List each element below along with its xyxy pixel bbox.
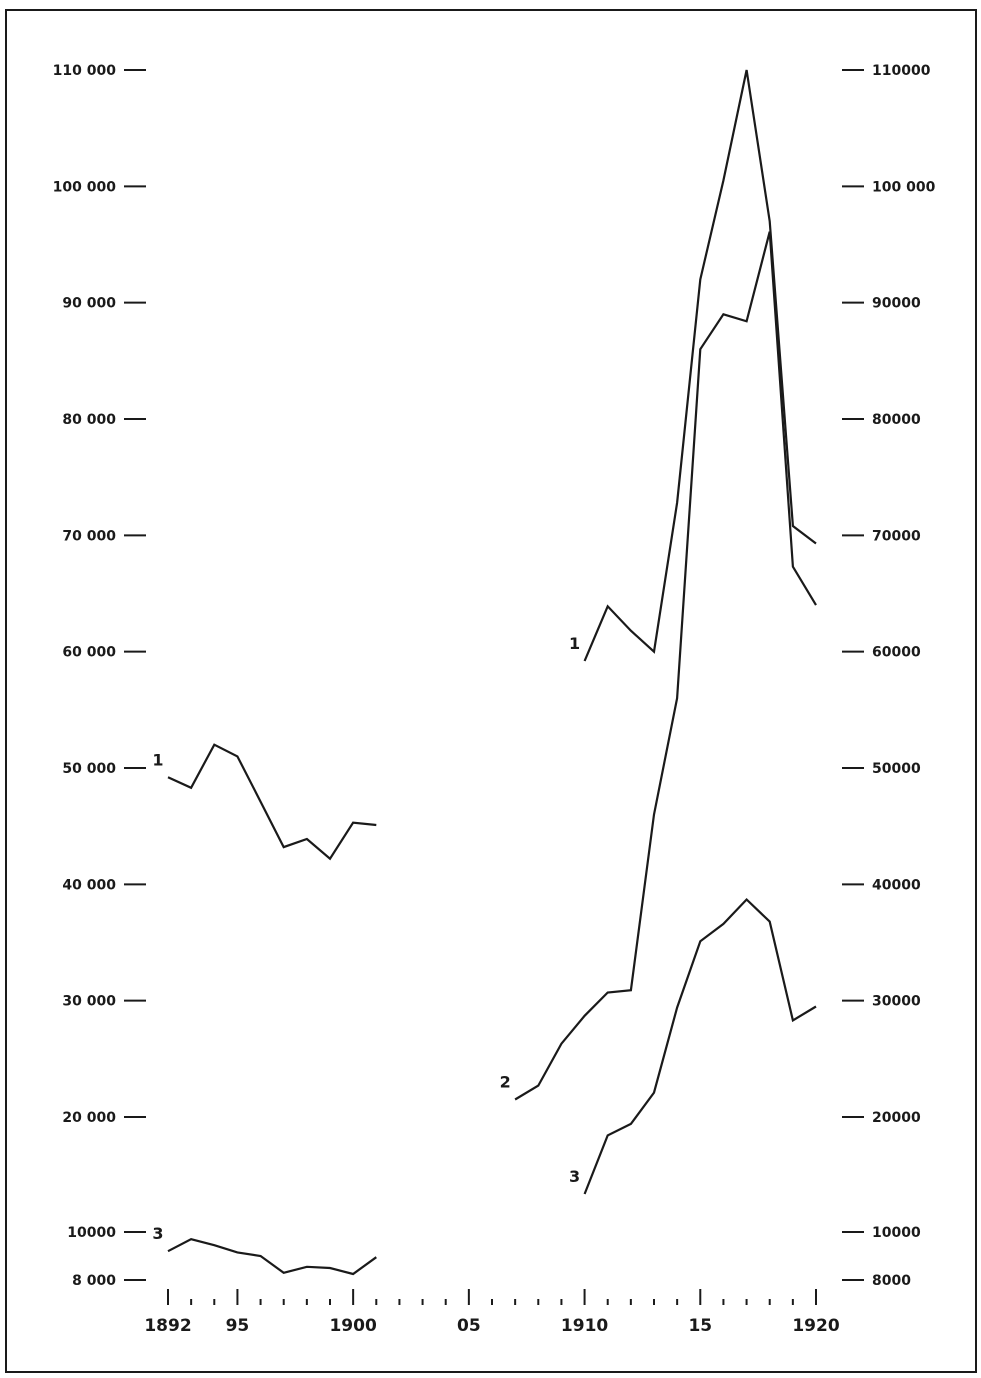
x-tick-label: 1920 [792,1316,839,1336]
x-tick-label: 95 [226,1316,250,1336]
x-tick-label: 1900 [329,1316,376,1336]
series-line [583,69,817,662]
series-label: 1 [569,634,580,653]
left-y-tick-label: 80 000 [62,412,116,428]
left-y-tick-label: 10000 [67,1225,116,1241]
right-y-tick-label: 70000 [872,528,921,544]
left-y-tick-label: 20 000 [62,1110,116,1126]
right-y-tick-label: 8000 [872,1273,911,1289]
x-axis: 1892 95 1900 05 1910 15 1920 [144,1289,840,1336]
x-tick-label: 1910 [561,1316,608,1336]
series-label: 3 [569,1167,580,1186]
series-label: 1 [152,750,163,769]
right-y-tick-label: 110000 [872,63,931,79]
right-y-tick-label: 90000 [872,296,921,312]
right-y-tick-label: 10000 [872,1225,921,1241]
right-y-tick-label: 30000 [872,994,921,1010]
left-y-axis: 110 000 100 000 90 000 80 000 70 000 60 000 50… [53,63,146,1289]
series-line [167,1238,377,1276]
series-label: 3 [152,1224,163,1243]
right-y-tick-label: 40000 [872,877,921,893]
right-y-axis: 110000 100 000 90000 80000 70000 60000 50000 40… [842,63,936,1289]
right-y-tick-label: 50000 [872,761,921,777]
chart-frame [5,9,977,1373]
left-y-tick-label: 40 000 [62,877,116,893]
x-tick-label: 1892 [144,1316,191,1336]
left-y-tick-label: 30 000 [62,994,116,1010]
left-y-tick-label: 70 000 [62,528,116,544]
right-y-tick-label: 100 000 [872,179,936,195]
left-y-tick-label: 90 000 [62,296,116,312]
left-y-tick-label: 60 000 [62,645,116,661]
x-tick-label: 05 [457,1316,481,1336]
series-line [583,897,817,1195]
x-tick-label: 15 [688,1316,712,1336]
right-y-tick-label: 80000 [872,412,921,428]
left-y-tick-label: 50 000 [62,761,116,777]
series-label: 2 [500,1073,511,1092]
series-line [514,231,817,1101]
series-line [167,743,377,861]
left-y-tick-label: 100 000 [53,179,117,195]
left-y-tick-label: 8 000 [72,1273,116,1289]
series-layer: 1 3 1 2 3 [152,69,817,1276]
right-y-tick-label: 60000 [872,645,921,661]
left-y-tick-label: 110 000 [53,63,117,79]
right-y-tick-label: 20000 [872,1110,921,1126]
